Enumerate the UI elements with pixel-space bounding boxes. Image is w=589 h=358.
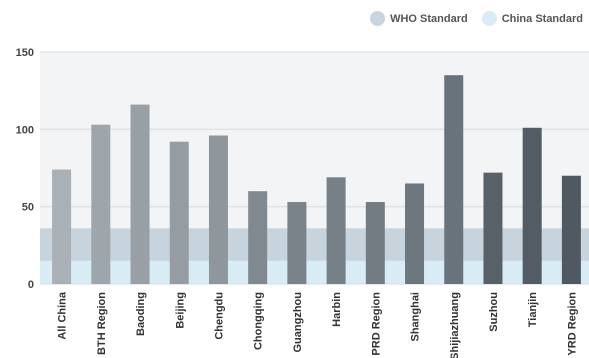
y-tick-label: 0 bbox=[28, 279, 34, 291]
bar bbox=[169, 141, 189, 284]
bar bbox=[522, 127, 542, 284]
bar bbox=[287, 202, 307, 284]
standard-band-0 bbox=[40, 260, 589, 284]
x-tick-label: Shanghai bbox=[410, 292, 422, 342]
x-tick-label: All China bbox=[57, 291, 69, 340]
bar bbox=[444, 75, 464, 284]
bar bbox=[326, 177, 346, 284]
bar bbox=[248, 191, 268, 284]
legend-china-label: China Standard bbox=[501, 12, 583, 25]
x-tick-label: PRD Region bbox=[370, 292, 382, 356]
x-tick-label: Suzhou bbox=[488, 292, 500, 332]
bar bbox=[365, 202, 385, 284]
bar bbox=[483, 172, 503, 284]
bar bbox=[405, 183, 425, 284]
china-swatch-icon bbox=[481, 11, 497, 26]
bar bbox=[130, 104, 150, 284]
who-swatch-icon bbox=[370, 11, 386, 26]
x-tick-label: Guangzhou bbox=[292, 292, 304, 353]
plot-area: 0 50 100 150 All China BTH Region Baoding Beiji… bbox=[16, 47, 589, 358]
x-tick-label: Beijing bbox=[174, 292, 186, 329]
bar bbox=[208, 135, 228, 284]
x-tick-label: Tianjin bbox=[527, 292, 539, 328]
x-tick-label: Chongqing bbox=[253, 292, 265, 350]
x-tick-label: Baoding bbox=[135, 292, 147, 336]
legend-item-china[interactable]: China Standard bbox=[481, 11, 583, 26]
bar bbox=[52, 169, 72, 284]
bar bbox=[561, 175, 581, 284]
x-tick-label: Chengdu bbox=[213, 292, 225, 340]
legend-who-label: WHO Standard bbox=[390, 12, 468, 25]
x-tick-label: Shijiazhuang bbox=[449, 292, 461, 358]
y-tick-label: 150 bbox=[16, 47, 34, 59]
y-tick-label: 100 bbox=[16, 124, 34, 136]
x-tick-label: YRD Region bbox=[566, 292, 578, 356]
legend-item-who[interactable]: WHO Standard bbox=[370, 11, 468, 26]
bar bbox=[91, 124, 111, 285]
x-tick-label: Harbin bbox=[331, 292, 343, 327]
legend: WHO Standard China Standard bbox=[370, 11, 583, 26]
x-tick-label: BTH Region bbox=[96, 292, 108, 355]
standard-band-1 bbox=[40, 228, 589, 261]
y-tick-label: 50 bbox=[22, 202, 34, 214]
